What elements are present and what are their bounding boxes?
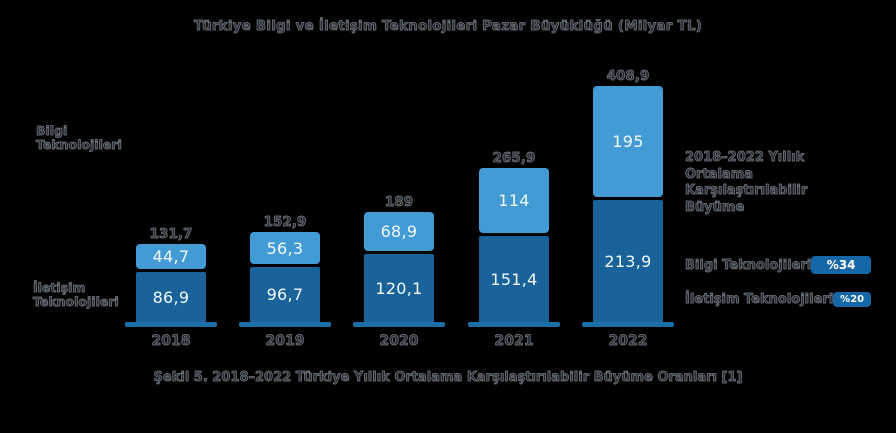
bar-value-label: 195: [612, 132, 644, 151]
bar-segment-bilgi-teknolojileri: 195: [593, 86, 663, 197]
legend-label-bilgi: Bilgi Teknolojileri: [685, 257, 812, 273]
bar-pedestal: [239, 322, 331, 327]
bar-year-label: 2019: [265, 333, 305, 350]
bar-pedestal: [468, 322, 560, 327]
bar-segment-bilgi-teknolojileri: 56,3: [250, 232, 320, 264]
growth-legend: 2018–2022 Yıllık Ortalama Karşılaştırıla…: [685, 150, 871, 307]
bar-year-label: 2021: [494, 333, 534, 350]
legend-row-iletisim: İletişim Teknolojileri %20: [685, 292, 871, 307]
figure-caption: Şekil 5. 2018–2022 Türkiye Yıllık Ortala…: [153, 370, 743, 386]
legend-label-iletisim: İletişim Teknolojileri: [685, 292, 834, 308]
bar-year-label: 2020: [379, 333, 419, 350]
bar-total-label: 265,9: [492, 150, 536, 167]
series-label-line: Teknolojileri: [36, 137, 123, 152]
bar-value-label: 114: [498, 191, 530, 210]
legend-header: 2018–2022 Yıllık Ortalama Karşılaştırıla…: [685, 150, 871, 216]
bar-total-label: 152,9: [263, 214, 307, 231]
bar-segment-iletisim-teknolojileri: 120,1: [364, 254, 434, 322]
series-label-line: İletişim: [33, 280, 86, 295]
growth-badge-iletisim: %20: [833, 292, 871, 307]
bar-value-label: 151,4: [490, 269, 538, 289]
bar-total-label: 131,7: [149, 226, 193, 243]
bar-pedestal: [125, 322, 217, 327]
bar-segment-iletisim-teknolojileri: 151,4: [479, 236, 549, 322]
series-label-line: Teknolojileri: [33, 294, 120, 309]
bar-value-label: 68,9: [380, 222, 418, 241]
bar-year-label: 2018: [151, 333, 191, 350]
bar-year-label: 2022: [608, 333, 648, 350]
series-label-bilgi-teknolojileri: Bilgi Teknolojileri: [36, 123, 123, 152]
bar-segment-iletisim-teknolojileri: 96,7: [250, 267, 320, 322]
growth-badge-bilgi: %34: [811, 256, 871, 274]
series-label-iletisim-teknolojileri: İletişim Teknolojileri: [33, 280, 120, 309]
bar-value-label: 213,9: [604, 251, 652, 271]
bar-total-label: 408,9: [606, 68, 650, 85]
bar-pedestal: [353, 322, 445, 327]
bar-total-label: 189: [384, 194, 414, 211]
bar-value-label: 120,1: [375, 278, 423, 298]
chart-title: Türkiye Bilgi ve İletişim Teknolojileri …: [193, 18, 703, 35]
bar-pedestal: [582, 322, 674, 327]
legend-header-line: Karşılaştırılabilir Büyüme: [685, 183, 808, 215]
bar-segment-bilgi-teknolojileri: 114: [479, 168, 549, 233]
bar-segment-iletisim-teknolojileri: 213,9: [593, 200, 663, 322]
bar-value-label: 86,9: [152, 287, 190, 307]
legend-header-line: 2018–2022 Yıllık Ortalama: [685, 150, 805, 182]
legend-row-bilgi: Bilgi Teknolojileri %34: [685, 256, 871, 274]
bar-segment-bilgi-teknolojileri: 44,7: [136, 244, 206, 269]
bar-value-label: 44,7: [152, 247, 190, 266]
bar-segment-iletisim-teknolojileri: 86,9: [136, 272, 206, 322]
bar-value-label: 96,7: [266, 285, 304, 304]
bar-segment-bilgi-teknolojileri: 68,9: [364, 212, 434, 251]
bar-value-label: 56,3: [266, 238, 304, 258]
series-label-line: Bilgi: [36, 123, 68, 138]
